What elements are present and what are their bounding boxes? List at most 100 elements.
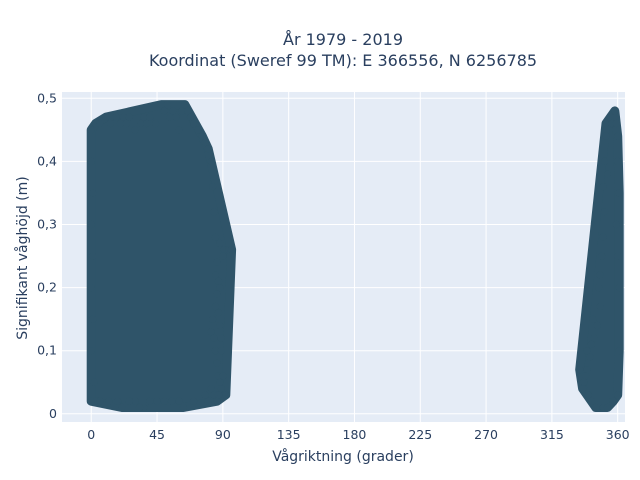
data-point [181, 101, 189, 109]
data-point [87, 126, 95, 134]
data-point [587, 397, 596, 405]
data-point [87, 284, 95, 292]
data-point [160, 397, 168, 405]
data-point [599, 233, 607, 241]
data-point [125, 113, 133, 121]
data-point [207, 157, 215, 165]
y-tick-label: 0,3 [37, 217, 57, 232]
data-point [583, 347, 591, 355]
x-tick-label: 180 [343, 427, 367, 442]
data-point [589, 315, 597, 323]
x-tick-label: 225 [408, 427, 432, 442]
chart-subtitle: Koordinat (Sweref 99 TM): E 366556, N 62… [149, 51, 537, 70]
y-axis-title: Signifikant våghöjd (m) [14, 176, 31, 339]
data-point [213, 397, 221, 405]
data-point [211, 347, 220, 355]
data-point [114, 397, 122, 405]
data-point [581, 372, 590, 380]
data-point [602, 132, 610, 140]
data-point [87, 397, 95, 405]
data-point [152, 119, 160, 128]
data-point [211, 233, 220, 241]
data-point [89, 315, 97, 323]
data-point [179, 403, 187, 412]
data-point [213, 290, 221, 298]
data-point [201, 391, 209, 399]
chart-title: År 1979 - 2019 [283, 30, 403, 49]
data-point [87, 347, 95, 355]
data-point [216, 239, 224, 247]
data-point [143, 119, 151, 128]
data-point [172, 113, 180, 121]
data-point [207, 328, 215, 336]
data-point [204, 145, 212, 153]
data-point [614, 132, 622, 140]
scatter-markers [87, 101, 623, 412]
data-point [579, 385, 587, 393]
data-point [184, 107, 192, 115]
x-tick-label: 360 [606, 427, 630, 442]
data-point [603, 170, 612, 178]
data-point [106, 119, 114, 128]
data-point [131, 126, 139, 134]
y-tick-label: 0,5 [37, 90, 57, 105]
data-point [593, 321, 601, 330]
data-point [576, 366, 584, 374]
data-point [146, 397, 154, 405]
data-point [609, 397, 617, 405]
data-point [596, 271, 604, 279]
data-point [125, 397, 133, 405]
data-point [612, 119, 620, 128]
data-point [602, 119, 610, 128]
data-point [168, 397, 176, 405]
data-point [214, 277, 223, 285]
data-point [222, 391, 230, 399]
data-point [140, 113, 148, 121]
data-point [131, 397, 139, 405]
data-point [190, 397, 198, 405]
data-point [596, 302, 604, 311]
data-point [217, 347, 225, 355]
data-point [204, 397, 212, 405]
data-point [216, 321, 224, 330]
data-point [583, 366, 591, 374]
y-tick-label: 0,4 [37, 153, 57, 168]
data-point [112, 113, 120, 121]
data-point [175, 397, 183, 405]
data-point [178, 107, 186, 115]
data-point [87, 220, 95, 229]
data-point [580, 378, 588, 386]
data-point [89, 252, 97, 260]
data-point [615, 284, 623, 292]
data-point [190, 119, 198, 128]
data-point [217, 334, 225, 342]
data-point [160, 107, 168, 115]
x-tick-label: 0 [87, 427, 95, 442]
data-point [209, 183, 217, 191]
data-point [96, 397, 104, 405]
data-point [169, 107, 177, 115]
y-tick-label: 0,1 [37, 343, 57, 358]
data-point [584, 391, 593, 399]
x-tick-label: 315 [540, 427, 564, 442]
data-point [175, 126, 183, 134]
data-point [211, 271, 220, 279]
data-point [600, 208, 609, 216]
y-tick-label: 0 [49, 406, 57, 421]
data-point [614, 391, 622, 399]
data-point [187, 113, 195, 121]
data-point [201, 138, 209, 147]
data-point [606, 113, 615, 121]
data-point [211, 302, 220, 311]
x-tick-label: 135 [277, 427, 301, 442]
data-point [118, 403, 126, 412]
data-point [592, 403, 600, 412]
data-point [116, 119, 125, 128]
data-point [612, 220, 620, 229]
data-point [614, 252, 622, 260]
x-tick-label: 90 [215, 427, 231, 442]
data-point [210, 334, 218, 342]
tick-labels: 0 45 90 135 180 225 270 315 360 0 0,1 0,2 0,3 0,4 0,5 [37, 90, 630, 442]
